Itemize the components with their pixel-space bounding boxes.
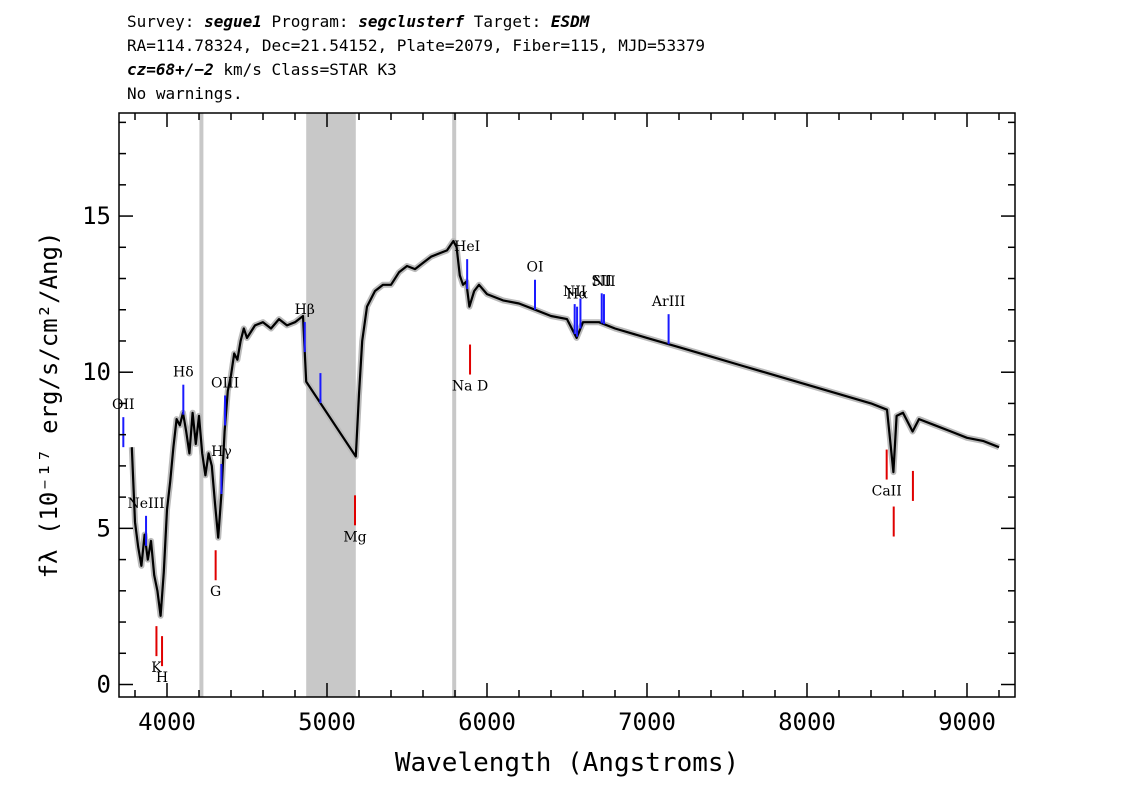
emission-label: OIII bbox=[211, 375, 239, 391]
x-tick-label: 8000 bbox=[778, 708, 836, 736]
emission-label: NeIII bbox=[127, 496, 164, 512]
spectrum-header: Survey: segue1 Program: segclusterf Targ… bbox=[127, 10, 705, 106]
absorption-label: G bbox=[210, 584, 221, 600]
y-axis-label: fλ (10⁻¹⁷ erg/s/cm²/Ang) bbox=[35, 232, 63, 579]
emission-label: OI bbox=[526, 260, 543, 276]
emission-label: NII bbox=[563, 284, 586, 300]
plot-frame bbox=[118, 112, 1016, 698]
emission-label: Hβ bbox=[295, 302, 315, 318]
x-tick-label: 5000 bbox=[298, 708, 356, 736]
class-text: km/s Class=STAR K3 bbox=[213, 60, 397, 79]
absorption-label: Mg bbox=[343, 529, 366, 545]
spectrum-line bbox=[130, 239, 1000, 617]
y-tick-label: 5 bbox=[97, 514, 111, 542]
survey-label: Survey: bbox=[127, 12, 205, 31]
absorption-label: K bbox=[151, 660, 162, 676]
y-tick-label: 0 bbox=[97, 671, 111, 699]
x-tick-label: 4000 bbox=[138, 708, 196, 736]
x-tick-label: 6000 bbox=[458, 708, 516, 736]
line-markers: OIINeIIIHδHγOIIIHβHeIOINIIHαSIINIIArIIIK… bbox=[112, 239, 914, 686]
survey-value: segue1 bbox=[204, 12, 262, 31]
program-label: Program: bbox=[261, 12, 359, 31]
header-line-3: cz=68+/−2 km/s Class=STAR K3 bbox=[127, 58, 705, 82]
header-line-4: No warnings. bbox=[127, 84, 243, 103]
emission-label: SII bbox=[591, 273, 612, 289]
emission-label: Hα bbox=[566, 287, 588, 303]
absorption-label: H bbox=[156, 670, 168, 686]
program-value: segclusterf bbox=[358, 12, 465, 31]
target-value: ESDM bbox=[550, 12, 590, 31]
redshift-value: cz=68+/−2 bbox=[127, 60, 214, 79]
target-label: Target: bbox=[464, 12, 551, 31]
absorption-label: CaII bbox=[872, 484, 902, 500]
x-tick-label: 9000 bbox=[938, 708, 996, 736]
emission-label: Hδ bbox=[173, 365, 194, 381]
masked-bands bbox=[199, 113, 457, 697]
y-tick-label: 15 bbox=[82, 202, 111, 230]
header-line-1: Survey: segue1 Program: segclusterf Targ… bbox=[127, 10, 705, 34]
emission-label: Hγ bbox=[211, 444, 232, 460]
spectrum-series bbox=[128, 238, 1001, 619]
y-tick-label: 10 bbox=[82, 358, 111, 386]
emission-label: NII bbox=[592, 274, 615, 290]
emission-label: ArIII bbox=[651, 294, 685, 310]
emission-label: HeI bbox=[454, 239, 480, 255]
masked-region bbox=[306, 113, 356, 697]
x-tick-label: 7000 bbox=[618, 708, 676, 736]
x-axis-label: Wavelength (Angstroms) bbox=[395, 748, 739, 778]
emission-label: OII bbox=[112, 397, 135, 413]
header-line-2: RA=114.78324, Dec=21.54152, Plate=2079, … bbox=[127, 36, 705, 55]
absorption-label: Na D bbox=[452, 379, 488, 395]
axis-ticks: 4000 5000 6000 7000 8000 9000 0 5 10 15 bbox=[82, 113, 1015, 736]
